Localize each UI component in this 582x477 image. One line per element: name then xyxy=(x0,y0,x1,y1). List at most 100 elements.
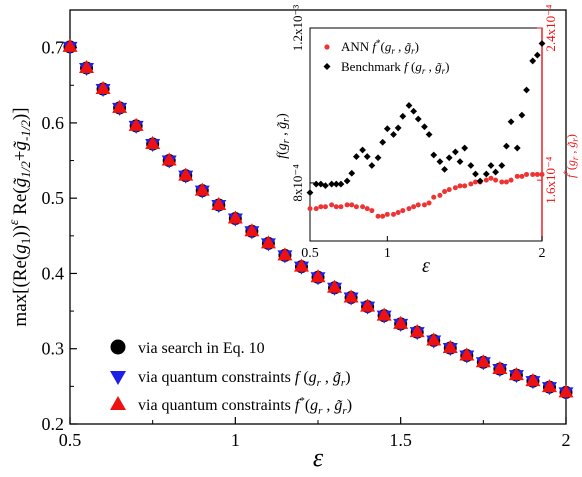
main-triangle-up-point xyxy=(426,332,442,346)
inset-benchmark-point xyxy=(472,170,479,178)
inset-ann-point xyxy=(431,194,437,200)
inset-benchmark-point xyxy=(482,170,490,178)
inset-ann-point xyxy=(318,204,324,210)
inset-ann-point xyxy=(415,202,421,208)
inset-benchmark-point xyxy=(487,162,495,169)
legend-marker-f xyxy=(110,371,126,385)
main-marks xyxy=(62,38,574,401)
inset-ann-point xyxy=(437,192,443,198)
inset-ann-point xyxy=(462,183,468,189)
inset-ann-point xyxy=(468,181,474,187)
main-triangle-up-point xyxy=(211,196,227,210)
inset-ann-point xyxy=(406,206,412,212)
inset-benchmark-point xyxy=(451,148,459,156)
inset-ann-point xyxy=(344,202,350,208)
inset-benchmark-point xyxy=(312,180,320,188)
inset-benchmark-point xyxy=(317,180,325,188)
legend-label-search: via search in Eq. 10 xyxy=(138,340,265,357)
inset-benchmark-point xyxy=(399,112,407,120)
inset-benchmark-point xyxy=(467,162,475,169)
inset-benchmark-point xyxy=(441,165,448,173)
inset-right-axis-label: f*(gr , g̃r) xyxy=(562,134,580,178)
inset-benchmark-point xyxy=(507,118,515,126)
legend-marker-fstar xyxy=(110,396,126,410)
inset-benchmark-point xyxy=(461,144,469,152)
inset-benchmark-point xyxy=(363,153,371,160)
inset-benchmark-point xyxy=(390,131,397,138)
inset-left-axis-label: f(gr , g̃r) xyxy=(275,113,292,159)
main-triangle-up-point xyxy=(360,298,376,312)
main-x-axis-label: ε xyxy=(313,443,324,472)
inset-benchmark-point xyxy=(513,144,521,152)
main-y-tick-label: 0.3 xyxy=(42,339,65,359)
main-triangle-up-point xyxy=(393,315,409,329)
inset-ann-point xyxy=(338,204,344,210)
inset-benchmark-point xyxy=(394,124,402,132)
main-triangle-up-point xyxy=(178,167,194,181)
inset-ann-point xyxy=(400,208,406,214)
inset-ann-point xyxy=(333,204,339,210)
inset-ann-point xyxy=(329,202,335,208)
inset-ann-point xyxy=(369,208,375,214)
inset-ann-point xyxy=(421,202,427,208)
inset-benchmark-point xyxy=(379,138,387,146)
main-triangle-up-point xyxy=(128,117,144,131)
inset-benchmark-point xyxy=(425,131,433,138)
inset-ann-point xyxy=(391,211,397,217)
inset-benchmark-point xyxy=(343,177,351,185)
inset-benchmark-point xyxy=(476,177,484,185)
main-triangle-up-point xyxy=(79,59,95,73)
main-x-tick-label: 1.5 xyxy=(389,430,412,450)
main-triangle-up-point xyxy=(277,247,293,261)
main-triangle-up-point xyxy=(112,99,128,113)
main-triangle-up-point xyxy=(244,223,260,237)
inset-ann-point xyxy=(442,189,448,195)
inset-ann-point xyxy=(307,206,313,212)
inset-ann-point xyxy=(313,206,319,212)
main-triangle-up-point xyxy=(260,235,276,249)
main-y-tick-label: 0.2 xyxy=(42,414,65,434)
inset-ann-point xyxy=(488,175,494,181)
inset-ann-point xyxy=(483,177,489,183)
inset-plot: 0.5 1 2 8x10⁻⁴ 1.2x10⁻³ 1.6x10⁻⁴ 2.4x10⁻⁴ ε f(… xyxy=(275,4,580,277)
inset-ann-point xyxy=(472,179,478,185)
inset-benchmark-point xyxy=(337,180,345,188)
main-y-tick-label: 0.5 xyxy=(42,188,65,208)
main-ticks: 0.5 1 1.5 2 0.2 0.3 0.4 0.5 0.6 0.7 xyxy=(42,38,571,450)
inset-ann-point xyxy=(375,213,381,219)
inset-ann-point xyxy=(530,171,536,177)
main-triangle-up-point xyxy=(161,152,177,166)
inset-ann-point xyxy=(499,179,505,185)
inset-benchmark-point xyxy=(492,168,499,176)
inset-ann-point xyxy=(514,173,520,179)
inset-benchmark-point xyxy=(322,182,329,190)
main-triangle-up-point xyxy=(541,379,557,393)
inset-legend-marker-ann xyxy=(324,44,330,50)
inset-ann-point xyxy=(508,177,514,183)
inset-legend-label-benchmark: Benchmark f (gr , g̃r) xyxy=(341,59,450,76)
inset-right-tick-label: 2.4x10⁻⁴ xyxy=(543,4,558,52)
inset-ann-point xyxy=(426,200,432,206)
inset-benchmark-point xyxy=(533,51,541,59)
inset-benchmark-point xyxy=(328,180,336,188)
inset-ann-point xyxy=(446,187,452,193)
main-y-axis-label: max[(Re(g1))ε Re(g̃1/2+g̃-1/2)] xyxy=(7,107,33,326)
inset-ann-point xyxy=(519,173,525,179)
inset-ann-point xyxy=(384,211,390,217)
inset-x-tick-label: 1 xyxy=(384,246,391,261)
main-triangle-up-point xyxy=(525,373,541,387)
inset-benchmark-point xyxy=(410,107,418,115)
main-triangle-up-point xyxy=(492,361,508,375)
legend-label-fstar: via quantum constraints f*(gr , g̃r) xyxy=(138,395,352,417)
main-triangle-up-point xyxy=(95,81,111,95)
main-y-tick-label: 0.7 xyxy=(42,38,65,58)
main-triangle-up-point xyxy=(475,354,491,368)
inset-marks xyxy=(306,40,546,219)
inset-x-tick-label: 2 xyxy=(539,246,546,261)
inset-x-tick-label: 0.5 xyxy=(301,246,319,261)
main-x-tick-label: 1 xyxy=(231,430,240,450)
main-triangle-up-point xyxy=(508,367,524,381)
inset-left-tick-label: 8x10⁻⁴ xyxy=(290,164,305,202)
